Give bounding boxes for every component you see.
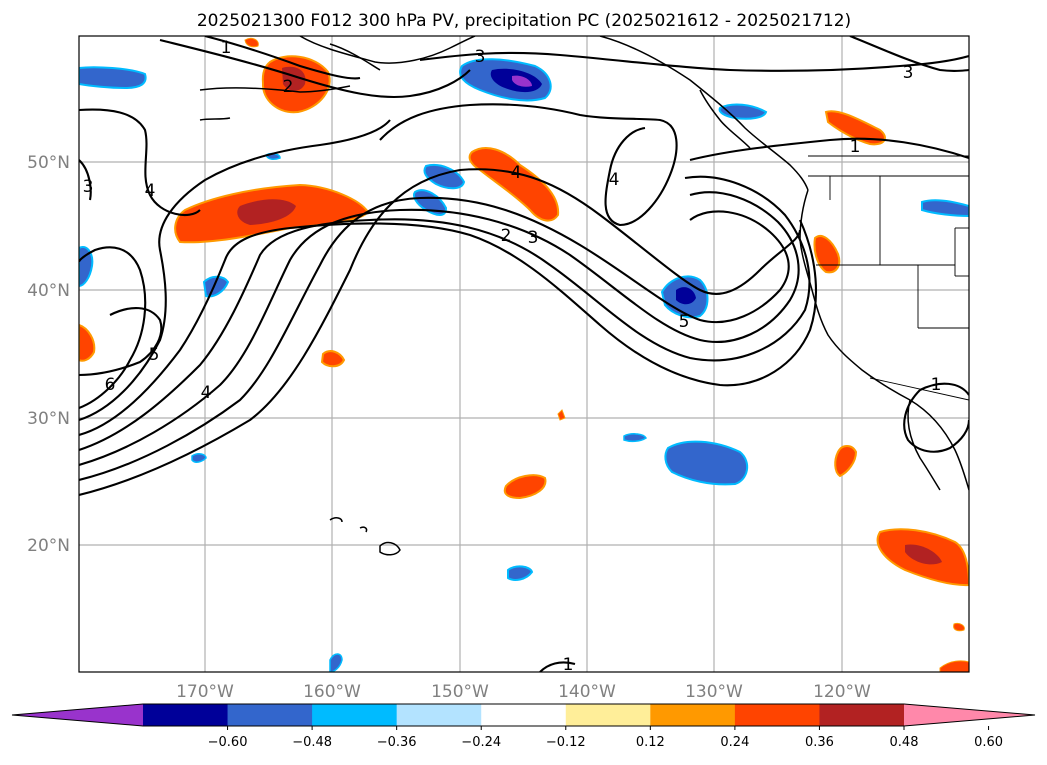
longitude-labels: 170°W 160°W 150°W 140°W 130°W 120°W bbox=[176, 682, 871, 702]
contour-label: 1 bbox=[931, 375, 942, 395]
colorbar-tick-label: 0.60 bbox=[974, 735, 1003, 750]
colorbar-tick-label: 0.24 bbox=[720, 735, 749, 750]
contour-label: 4 bbox=[511, 163, 522, 183]
contour-label: 1 bbox=[850, 137, 861, 157]
contour-label: 1 bbox=[221, 38, 232, 58]
contour-label: 3 bbox=[475, 47, 486, 67]
precip-blob-oregon-coast bbox=[813, 235, 841, 274]
precip-blob-neg-4 bbox=[921, 199, 969, 218]
colorbar-tick-label: 0.12 bbox=[636, 735, 665, 750]
colorbar-segment bbox=[481, 704, 567, 726]
contour-label: 6 bbox=[105, 375, 116, 395]
contour-label: 4 bbox=[145, 181, 156, 201]
colorbar-segment bbox=[565, 704, 651, 726]
lat-label-50n: 50°N bbox=[27, 153, 70, 173]
contour-labels: 1 2 3 4 4 4 3 2 3 5 6 5 4 3 1 1 1 bbox=[83, 38, 942, 675]
contour-label: 5 bbox=[679, 312, 690, 332]
colorbar-tick-label: 0.48 bbox=[890, 735, 919, 750]
lon-label-140w: 140°W bbox=[558, 682, 616, 702]
precip-blob-neg-2 bbox=[413, 189, 448, 216]
lon-label-130w: 130°W bbox=[685, 682, 743, 702]
contour-label: 3 bbox=[83, 177, 94, 197]
precip-blob-subtropic-1 bbox=[503, 474, 547, 500]
state-borders bbox=[808, 155, 969, 401]
precip-blob-neg-7 bbox=[507, 565, 534, 581]
lon-label-170w: 170°W bbox=[176, 682, 234, 702]
pv-contours bbox=[79, 36, 969, 672]
colorbar-tick-label: 0.36 bbox=[805, 735, 834, 750]
colorbar-tick-label: −0.12 bbox=[546, 735, 586, 750]
precip-blob-neg-west-edge bbox=[79, 66, 147, 90]
colorbar: −0.60 −0.48 −0.36 −0.24 −0.12 0.12 0.24 0.36 0.4… bbox=[11, 703, 1036, 750]
precip-blob-tiny-4 bbox=[244, 37, 259, 48]
lat-label-20n: 20°N bbox=[27, 536, 70, 556]
colorbar-segment bbox=[227, 704, 313, 726]
contour-label: 4 bbox=[201, 383, 212, 403]
contour-label: 5 bbox=[149, 345, 160, 365]
precip-blob-baja bbox=[834, 445, 858, 478]
colorbar-tick-label: −0.60 bbox=[208, 735, 248, 750]
colorbar-tick-label: −0.48 bbox=[292, 735, 332, 750]
lon-label-160w: 160°W bbox=[303, 682, 361, 702]
lon-label-150w: 150°W bbox=[431, 682, 489, 702]
colorbar-segment bbox=[396, 704, 482, 726]
colorbar-extend-high bbox=[904, 704, 1035, 726]
precip-blob-tiny-1 bbox=[557, 409, 566, 421]
contour-label: 3 bbox=[528, 228, 539, 248]
colorbar-outline bbox=[11, 703, 1036, 727]
lat-label-30n: 30°N bbox=[27, 409, 70, 429]
map-title: 2025021300 F012 300 hPa PV, precipitatio… bbox=[197, 11, 851, 31]
colorbar-tick-label: −0.24 bbox=[461, 735, 501, 750]
precip-blob-west-edge bbox=[79, 323, 96, 362]
lat-label-40n: 40°N bbox=[27, 281, 70, 301]
precip-blob-neg-8 bbox=[623, 433, 647, 443]
precip-blob-neg-1 bbox=[423, 164, 466, 190]
precip-blob-neg-subtropic bbox=[664, 440, 749, 486]
contour-label: 4 bbox=[609, 170, 620, 190]
precip-blob-neg-9 bbox=[191, 453, 207, 463]
colorbar-segment bbox=[143, 704, 229, 726]
map-frame bbox=[78, 35, 970, 673]
colorbar-segment bbox=[819, 704, 905, 726]
colorbar-segment bbox=[734, 704, 820, 726]
contour-label: 3 bbox=[903, 63, 914, 83]
precip-blob-tiny-3 bbox=[939, 660, 969, 672]
contour-label: 2 bbox=[501, 226, 512, 246]
colorbar-extend-low bbox=[12, 704, 143, 726]
map-panel: 1 2 3 4 4 4 3 2 3 5 6 5 4 3 1 1 1 bbox=[79, 36, 969, 675]
precip-blob-small-1 bbox=[320, 350, 346, 368]
colorbar-segment bbox=[312, 704, 398, 726]
precip-blob-tiny-2 bbox=[953, 623, 965, 632]
precip-blob-bc-coast bbox=[824, 110, 886, 146]
contour-label: 1 bbox=[563, 655, 574, 675]
latitude-labels: 50°N 40°N 30°N 20°N bbox=[27, 153, 70, 556]
gridlines bbox=[79, 36, 969, 672]
precip-blob-neg-6 bbox=[202, 275, 230, 298]
colorbar-tick-label: −0.36 bbox=[377, 735, 417, 750]
colorbar-segment bbox=[650, 704, 736, 726]
contour-label: 2 bbox=[283, 77, 294, 97]
lon-label-120w: 120°W bbox=[813, 682, 871, 702]
